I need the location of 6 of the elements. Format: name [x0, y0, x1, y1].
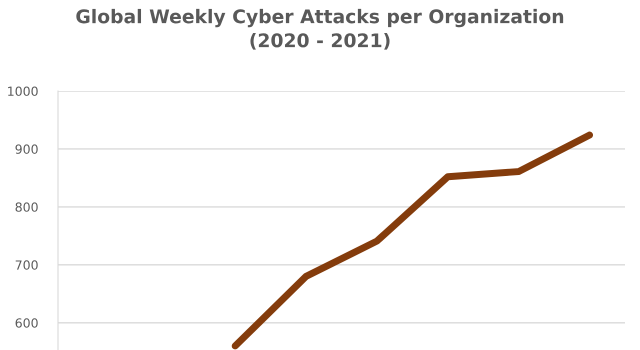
y-tick-label: 900	[15, 144, 38, 154]
chart-title: Global Weekly Cyber Attacks per Organization (2020 - 2021)	[76, 8, 564, 50]
y-tick-label: 700	[16, 260, 38, 270]
y-tick-label: 1000	[8, 86, 38, 96]
y-tick-label: 800	[16, 202, 38, 212]
y-tick-label: 600	[16, 318, 38, 328]
